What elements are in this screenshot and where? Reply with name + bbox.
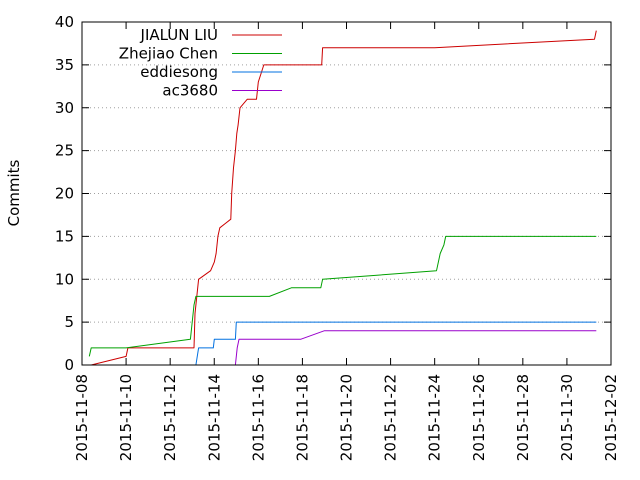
- x-tick-label: 2015-11-28: [514, 374, 532, 461]
- y-tick-label: 40: [55, 13, 74, 31]
- y-tick-label: 30: [55, 99, 74, 117]
- y-tick-label: 0: [64, 356, 74, 374]
- x-tick-label: 2015-11-18: [293, 374, 311, 461]
- legend-label: eddiesong: [140, 63, 218, 81]
- y-axis-label: Commits: [5, 159, 23, 226]
- x-tick-label: 2015-11-30: [558, 374, 576, 461]
- series-line-jialun-liu: [91, 30, 597, 366]
- x-tick-label: 2015-12-02: [602, 374, 620, 461]
- x-tick-label: 2015-11-08: [73, 374, 91, 461]
- x-tick-label: 2015-11-24: [426, 374, 444, 461]
- legend-label: JIALUN LIU: [140, 26, 218, 44]
- x-tick-label: 2015-11-14: [205, 374, 223, 461]
- x-tick-label: 2015-11-22: [382, 374, 400, 461]
- x-tick-label: 2015-11-10: [117, 374, 135, 461]
- legend-label: ac3680: [162, 82, 218, 100]
- axis-labels: Commits: [5, 159, 23, 226]
- y-tick-label: 35: [55, 56, 74, 74]
- y-tick-label: 5: [64, 313, 74, 331]
- series-lines: [88, 30, 597, 366]
- axis-ticks: 0 5 10 15 20 25 30 35 40 2015-11-08 2015-11-10 2015…: [55, 13, 620, 461]
- legend-label: Zhejiao Chen: [119, 45, 218, 63]
- x-tick-label: 2015-11-20: [338, 374, 356, 461]
- x-tick-label: 2015-11-12: [161, 374, 179, 461]
- y-tick-label: 20: [55, 185, 74, 203]
- series-line-ac3680: [234, 330, 597, 366]
- grid-lines: [82, 64, 611, 323]
- y-tick-label: 15: [55, 227, 74, 245]
- series-line-zhejiao-chen: [88, 235, 597, 357]
- series-line-eddiesong: [195, 321, 597, 366]
- y-tick-label: 25: [55, 142, 74, 160]
- y-tick-label: 10: [55, 270, 74, 288]
- x-tick-label: 2015-11-16: [249, 374, 267, 461]
- plot-frame: [81, 21, 612, 366]
- x-tick-label: 2015-11-26: [470, 374, 488, 461]
